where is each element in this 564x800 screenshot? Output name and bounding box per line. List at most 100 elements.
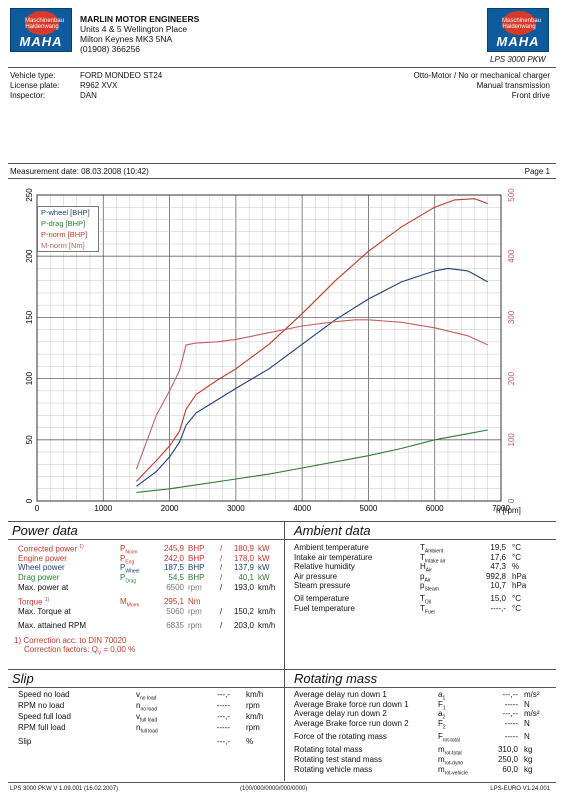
ambient-value: 15,0	[490, 594, 506, 603]
y-right-tick-label: 200	[507, 371, 516, 385]
company-address-2: Milton Keynes MK3 5NA	[80, 34, 173, 44]
ambient-value: 10,7	[490, 581, 506, 590]
company-phone: (01908) 366256	[80, 44, 141, 54]
rotating-value: ---,--	[502, 709, 518, 718]
ambient-symbol: pAir	[420, 571, 431, 584]
ambient-symbol: pSteam	[420, 581, 439, 593]
power-row-value-bhp: 245,9	[163, 544, 184, 553]
rotating-label: Force of the rotating mass	[294, 731, 387, 741]
rotating-unit: kg	[524, 764, 533, 774]
dyno-chart: 0 1000 2000 3000 4000 5000 6000 700005010015020…	[25, 188, 516, 513]
rotating-symbol: F1	[438, 699, 446, 712]
power-row-label: Corrected power 1)	[18, 544, 84, 554]
rotating-unit: N	[524, 699, 530, 709]
y-right-tick-label: 400	[507, 249, 516, 263]
rotating-unit: N	[524, 731, 530, 741]
max-rpm: 6835	[166, 621, 184, 630]
y-left-tick-label: 200	[25, 249, 34, 263]
ambient-label: Relative humidity	[294, 562, 355, 571]
maha-logo-right: Maschinenbau Haldenwang MAHA	[487, 8, 549, 52]
ambient-data-title: Ambient data	[294, 523, 371, 538]
power-row-sep: /	[220, 553, 223, 563]
series-line-2	[136, 198, 488, 482]
slip-label: Speed no load	[18, 690, 70, 699]
measurement-date: Measurement date: 08.03.2008 (10:42)	[10, 167, 149, 176]
ambient-label: Ambient temperature	[294, 543, 369, 552]
x-tick-label: 3000	[227, 504, 245, 513]
power-row-unit-bhp: BHP	[188, 572, 205, 582]
slip-value: ---,-	[217, 712, 230, 721]
rotating-label: Average delay run down 2	[294, 709, 387, 718]
series-line-3	[135, 319, 488, 470]
kmh-unit: km/h	[258, 621, 276, 630]
company-name: MARLIN MOTOR ENGINEERS	[80, 14, 200, 24]
engine-type: Otto-Motor / No or mechanical charger	[413, 71, 551, 80]
column-divider	[284, 521, 285, 781]
ambient-value: ----,-	[490, 603, 506, 613]
power-row-symbol: PDrag	[120, 572, 137, 585]
slip-value: ---,-	[217, 737, 230, 746]
torque-value: 295,1	[163, 597, 184, 606]
divider	[8, 539, 556, 540]
rotating-unit: kg	[524, 754, 533, 764]
ambient-label: Steam pressure	[294, 581, 351, 590]
legend-p-drag: P-drag [BHP]	[41, 219, 86, 228]
power-row-symbol: PEng	[120, 553, 135, 566]
rotating-value: 60,0	[502, 764, 518, 774]
x-axis-label: n [rpm]	[496, 506, 521, 515]
slip-value: ---,-	[217, 690, 230, 699]
y-right-tick-label: 300	[507, 310, 516, 324]
legend-p-wheel: P-wheel [BHP]	[41, 208, 90, 217]
y-left-tick-label: 50	[25, 435, 34, 444]
plot-frame	[36, 194, 502, 502]
ambient-unit: hPa	[512, 581, 527, 590]
slip-unit: km/h	[246, 690, 264, 699]
correction-note: 1) Correction acc. to DIN 70020	[14, 636, 127, 645]
inspector: DAN	[80, 91, 97, 100]
rotating-symbol: F2	[438, 718, 446, 731]
page-number: Page 1	[524, 167, 550, 176]
legend-m-norm: M-norm [Nm]	[41, 241, 85, 250]
seal-text: Maschinenbau Haldenwang	[25, 18, 65, 30]
vehicle-engine-info: Otto-Motor / No or mechanical charger Ma…	[414, 71, 551, 101]
divider	[8, 163, 556, 164]
x-tick-label: 1000	[94, 504, 112, 513]
rotating-value: -----	[504, 731, 518, 741]
slip-label: Speed full load	[18, 712, 71, 721]
torque-label: Torque 1)	[18, 597, 50, 607]
y-left-tick-label: 150	[25, 310, 34, 324]
max-torque-rpm: 5060	[166, 607, 184, 616]
power-row-value-kw: 180,9	[233, 544, 254, 553]
series-line-0	[136, 267, 488, 487]
power-row-value-bhp: 54,5	[168, 572, 184, 582]
x-tick-label: 5000	[360, 504, 378, 513]
ambient-label: Fuel temperature	[294, 603, 355, 613]
rotating-symbol: Frot-total	[438, 731, 460, 744]
torque-symbol: MMorm	[120, 597, 140, 609]
ambient-label: Oil temperature	[294, 594, 350, 603]
ambient-value: 17,6	[490, 552, 506, 562]
ambient-unit: °C	[512, 603, 521, 613]
ambient-unit: °C	[512, 594, 521, 603]
slip-unit: %	[246, 737, 254, 746]
power-row-unit-bhp: BHP	[188, 544, 205, 553]
y-right-tick-label: 0	[507, 498, 516, 503]
power-row-sep: /	[220, 563, 223, 572]
power-row-unit-kw: kW	[258, 572, 270, 582]
rotating-value: 310,0	[497, 744, 518, 754]
slip-label: Slip	[18, 737, 32, 746]
rotating-unit: kg	[524, 744, 533, 754]
power-row-label: Engine power	[18, 553, 67, 563]
rotating-label: Average Brake force run down 2	[294, 718, 409, 728]
ambient-value: 992,8	[485, 571, 506, 581]
power-row-symbol: PWheel	[120, 563, 140, 575]
y-left-tick-label: 0	[25, 498, 34, 503]
divider	[8, 178, 556, 179]
x-tick-label: 4000	[293, 504, 311, 513]
license-plate: R962 XVX	[80, 81, 118, 90]
correction-factors: Correction factors: QV = 0,00 %	[24, 645, 136, 657]
ambient-symbol: HAir	[420, 562, 432, 574]
divider	[8, 687, 556, 688]
max-torque-speed: 150,2	[233, 607, 254, 616]
kmh-unit: km/h	[258, 607, 276, 616]
